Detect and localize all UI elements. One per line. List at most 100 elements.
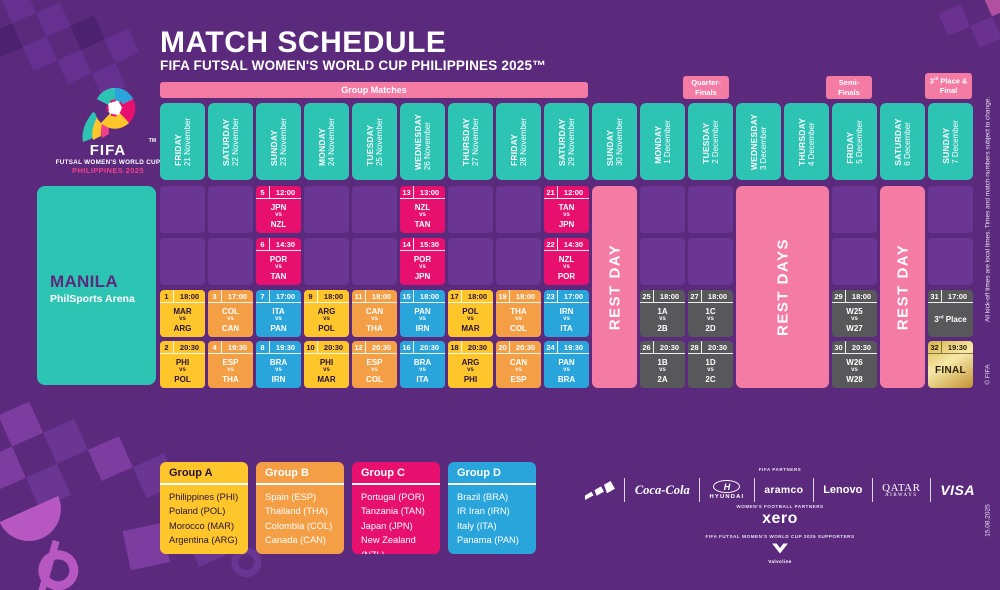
match-cell-9: 9 18:00 ARG vs POL: [304, 290, 349, 337]
day-header-text: THURSDAY 27 November: [461, 117, 481, 165]
match-number: 7: [256, 290, 270, 302]
match-number: 4: [208, 341, 222, 353]
match-header: 5 12:00: [256, 186, 301, 199]
empty-slot-cell: [352, 238, 397, 285]
day-header-text: SATURDAY 6 December: [893, 118, 913, 165]
empty-slot-cell: [640, 186, 685, 233]
match-header: 28 20:30: [688, 341, 733, 354]
home-team: 1B: [657, 358, 668, 368]
quarter-finals-badge: Quarter- Finals: [683, 76, 729, 99]
match-time: 20:30: [371, 342, 392, 352]
away-team: NZL: [270, 219, 287, 229]
match-teams: ITA vs PAN: [256, 303, 301, 337]
match-cell-24: 24 19:30 PAN vs BRA: [544, 341, 589, 388]
vs-label: vs: [275, 212, 282, 219]
match-cell-17: 17 18:00 POL vs MAR: [448, 290, 493, 337]
vs-label: vs: [323, 316, 330, 323]
match-cell-6: 6 14:30 POR vs TAN: [256, 238, 301, 285]
match-number: 11: [352, 290, 366, 302]
match-header: 22 14:30: [544, 238, 589, 251]
group-card-teams: Brazil (BRA) IR Iran (IRN) Italy (ITA) Pana…: [448, 485, 536, 553]
kickoff-disclaimer: All kick-off times are local times. Time…: [984, 96, 992, 323]
match-cell-27: 27 18:00 1C vs 2D: [688, 290, 733, 337]
match-teams: NZL vs POR: [544, 251, 589, 285]
match-teams: PHI vs POL: [160, 354, 205, 388]
match-number: 28: [688, 341, 702, 353]
day-header: FRIDAY 28 November: [496, 103, 541, 180]
match-time: 20:30: [467, 342, 488, 352]
group-team: Philippines (PHI): [169, 492, 239, 502]
match-teams: 1B vs 2A: [640, 354, 685, 388]
day-header-text: FRIDAY 28 November: [509, 117, 529, 165]
match-header: 3 17:00: [208, 290, 253, 303]
match-cell-8: 8 19:30 BRA vs IRN: [256, 341, 301, 388]
match-cell-14: 14 15:30 POR vs JPN: [400, 238, 445, 285]
match-cell-13: 13 13:00 NZL vs TAN: [400, 186, 445, 233]
away-team: IRN: [271, 374, 286, 384]
away-team: 2C: [705, 374, 716, 384]
match-number: 31: [928, 290, 942, 302]
day-header: WEDNESDAY 3 December: [736, 103, 781, 180]
away-team: POL: [174, 374, 191, 384]
day-header: SUNDAY 7 December: [928, 103, 973, 180]
match-number: 23: [544, 290, 558, 302]
match-cell-19: 19 18:00 THA vs COL: [496, 290, 541, 337]
match-cell-20: 20 20:30 CAN vs ESP: [496, 341, 541, 388]
home-team: POR: [413, 255, 432, 265]
empty-slot-cell: [208, 238, 253, 285]
match-cell-26: 26 20:30 1B vs 2A: [640, 341, 685, 388]
home-team: ARG: [461, 358, 480, 368]
coca-cola-logo: Coca-Cola: [634, 482, 690, 497]
match-cell-23: 23 17:00 IRN vs ITA: [544, 290, 589, 337]
match-number: 18: [448, 341, 462, 353]
day-weekday: FRIDAY: [508, 133, 519, 166]
empty-slot-cell: [688, 186, 733, 233]
day-header-text: SUNDAY 30 November: [605, 117, 625, 165]
match-time: 17:00: [563, 291, 584, 301]
group-team: Colombia (COL): [265, 520, 333, 531]
day-header: MONDAY 24 November: [304, 103, 349, 180]
match-number: 20: [496, 341, 510, 353]
match-number: 8: [256, 341, 270, 353]
match-header: 20 20:30: [496, 341, 541, 354]
day-weekday: SUNDAY: [940, 126, 951, 164]
day-header-text: MONDAY 24 November: [317, 117, 337, 165]
match-teams: ESP vs THA: [208, 354, 253, 388]
empty-slot-cell: [208, 186, 253, 233]
group-team: IR Iran (IRN): [457, 506, 510, 517]
third-place-final-line1: 3rd Place &: [929, 76, 968, 86]
match-time: 19:30: [275, 342, 296, 352]
day-header: SATURDAY 6 December: [880, 103, 925, 180]
match-teams: BRA vs ITA: [400, 354, 445, 388]
match-time: 18:00: [515, 291, 536, 301]
match-time: 20:30: [707, 342, 728, 352]
match-number: 6: [256, 238, 270, 250]
match-time: 12:00: [563, 187, 584, 197]
match-header: 32 19:30: [928, 341, 973, 354]
match-teams: POR vs TAN: [256, 251, 301, 285]
vs-label: vs: [563, 316, 570, 323]
home-team: PHI: [175, 358, 190, 368]
group-card-teams: Philippines (PHI) Poland (POL) Morocco (MA…: [160, 485, 248, 553]
day-weekday: SUNDAY: [268, 129, 279, 166]
away-team: 2D: [705, 323, 716, 333]
day-header: SUNDAY 30 November: [592, 103, 637, 180]
home-team: BRA: [413, 358, 432, 368]
match-cell-32: 32 19:30 FINAL: [928, 341, 973, 388]
valvoline-v-icon: [772, 543, 788, 554]
day-date: 28 November: [518, 117, 528, 166]
home-team: ESP: [366, 358, 383, 368]
day-header-text: TUESDAY 25 November: [365, 117, 385, 165]
away-team: ARG: [173, 323, 192, 333]
match-header: 7 17:00: [256, 290, 301, 303]
group-card-d: Group D Brazil (BRA) IR Iran (IRN) Italy (I…: [448, 462, 536, 554]
match-teams: 3rd Place: [928, 303, 973, 337]
home-team: BRA: [269, 358, 288, 368]
match-number: 13: [400, 186, 414, 198]
match-cell-4: 4 19:30 ESP vs THA: [208, 341, 253, 388]
home-team: CAN: [509, 358, 528, 368]
match-cell-12: 12 20:30 ESP vs COL: [352, 341, 397, 388]
vs-label: vs: [323, 367, 330, 374]
xero-logo: xero: [762, 510, 798, 527]
home-team: 1C: [705, 307, 716, 317]
